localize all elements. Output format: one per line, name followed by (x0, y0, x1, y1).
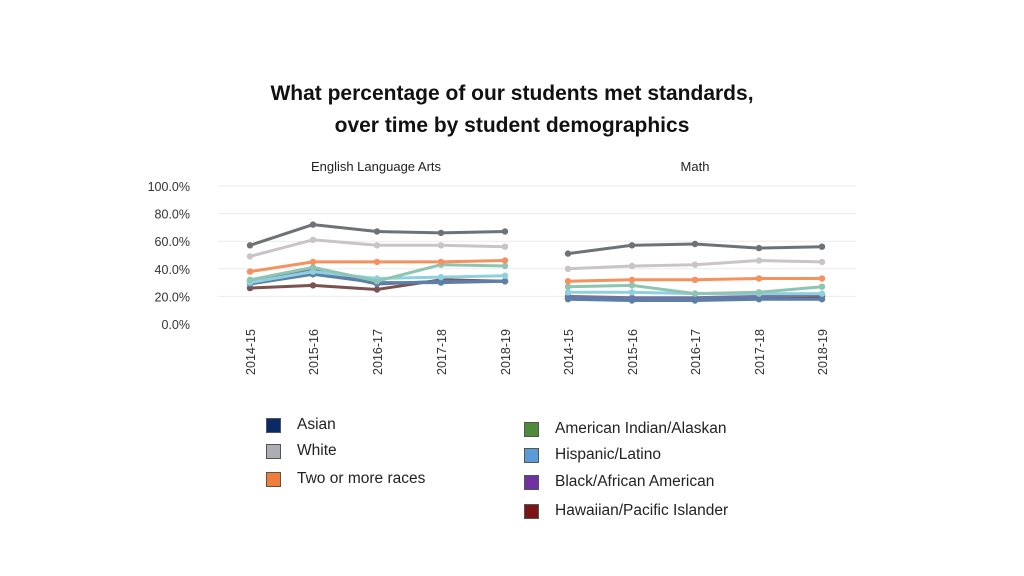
data-point-american-indian-alaskan-2016-17 (374, 278, 380, 284)
data-point-all-students-2014-15 (247, 242, 253, 248)
x-tick-label: 2018-19 (499, 329, 513, 375)
data-point-white-2018-19 (502, 244, 508, 250)
data-point-asian-2017-18 (756, 296, 762, 302)
panel-title-english-language-arts: English Language Arts (311, 159, 442, 174)
data-point-two-or-more-races-2018-19 (502, 257, 508, 263)
data-point-asian-2016-17 (692, 297, 698, 303)
data-point-hispanic-latino-2018-19 (819, 290, 825, 296)
data-point-hispanic-latino-2015-16 (629, 289, 635, 295)
panel-title-math: Math (681, 159, 710, 174)
data-point-american-indian-alaskan-2014-15 (565, 284, 571, 290)
x-tick-label: 2016-17 (371, 329, 385, 375)
data-point-white-2018-19 (819, 259, 825, 265)
data-point-all-students-2014-15 (565, 250, 571, 256)
data-point-asian-2014-15 (565, 296, 571, 302)
y-tick-label: 60.0% (155, 235, 190, 249)
y-tick-label: 100.0% (148, 180, 190, 194)
y-tick-label: 0.0% (162, 318, 191, 332)
data-point-all-students-2018-19 (819, 244, 825, 250)
data-point-two-or-more-races-2018-19 (819, 275, 825, 281)
x-tick-label: 2014-15 (244, 329, 258, 375)
x-tick-label: 2016-17 (689, 329, 703, 375)
data-point-asian-2018-19 (819, 296, 825, 302)
data-point-all-students-2015-16 (629, 242, 635, 248)
data-point-two-or-more-races-2016-17 (374, 259, 380, 265)
data-point-american-indian-alaskan-2018-19 (819, 284, 825, 290)
y-tick-label: 40.0% (155, 263, 190, 277)
data-point-white-2016-17 (374, 242, 380, 248)
data-point-two-or-more-races-2017-18 (756, 275, 762, 281)
data-point-white-2016-17 (692, 262, 698, 268)
data-point-white-2014-15 (565, 266, 571, 272)
x-tick-label: 2015-16 (626, 329, 640, 375)
line-chart: 100.0% 80.0% 60.0% 40.0% 20.0% 0.0% English La… (0, 0, 1024, 576)
data-point-white-2014-15 (247, 253, 253, 259)
data-point-all-students-2015-16 (310, 221, 316, 227)
data-point-hispanic-latino-2014-15 (565, 289, 571, 295)
data-point-asian-2018-19 (502, 278, 508, 284)
data-point-hispanic-latino-2018-19 (502, 273, 508, 279)
data-point-all-students-2016-17 (374, 228, 380, 234)
x-tick-label: 2017-18 (753, 329, 767, 375)
data-point-two-or-more-races-2017-18 (438, 259, 444, 265)
data-point-white-2015-16 (310, 237, 316, 243)
data-point-asian-2017-18 (438, 279, 444, 285)
x-tick-label: 2015-16 (307, 329, 321, 375)
data-point-hawaiian-pacific-islander-2015-16 (310, 282, 316, 288)
y-tick-label: 20.0% (155, 290, 190, 304)
data-point-two-or-more-races-2015-16 (629, 277, 635, 283)
data-point-two-or-more-races-2016-17 (692, 277, 698, 283)
x-tick-label: 2017-18 (435, 329, 449, 375)
data-point-white-2017-18 (438, 242, 444, 248)
data-point-white-2017-18 (756, 257, 762, 263)
data-point-american-indian-alaskan-2017-18 (756, 289, 762, 295)
data-point-all-students-2016-17 (692, 241, 698, 247)
data-point-hispanic-latino-2017-18 (438, 274, 444, 280)
y-tick-label: 80.0% (155, 208, 190, 222)
data-point-white-2015-16 (629, 263, 635, 269)
data-point-two-or-more-races-2015-16 (310, 259, 316, 265)
data-point-all-students-2017-18 (756, 245, 762, 251)
data-point-american-indian-alaskan-2016-17 (692, 290, 698, 296)
data-point-two-or-more-races-2014-15 (247, 268, 253, 274)
data-point-all-students-2018-19 (502, 228, 508, 234)
data-point-all-students-2017-18 (438, 230, 444, 236)
data-point-asian-2015-16 (629, 297, 635, 303)
x-tick-label: 2014-15 (562, 329, 576, 375)
data-point-two-or-more-races-2014-15 (565, 278, 571, 284)
data-point-american-indian-alaskan-2018-19 (502, 263, 508, 269)
data-point-american-indian-alaskan-2015-16 (310, 264, 316, 270)
data-point-american-indian-alaskan-2015-16 (629, 282, 635, 288)
data-point-hawaiian-pacific-islander-2016-17 (374, 286, 380, 292)
data-point-american-indian-alaskan-2014-15 (247, 277, 253, 283)
x-tick-label: 2018-19 (816, 329, 830, 375)
